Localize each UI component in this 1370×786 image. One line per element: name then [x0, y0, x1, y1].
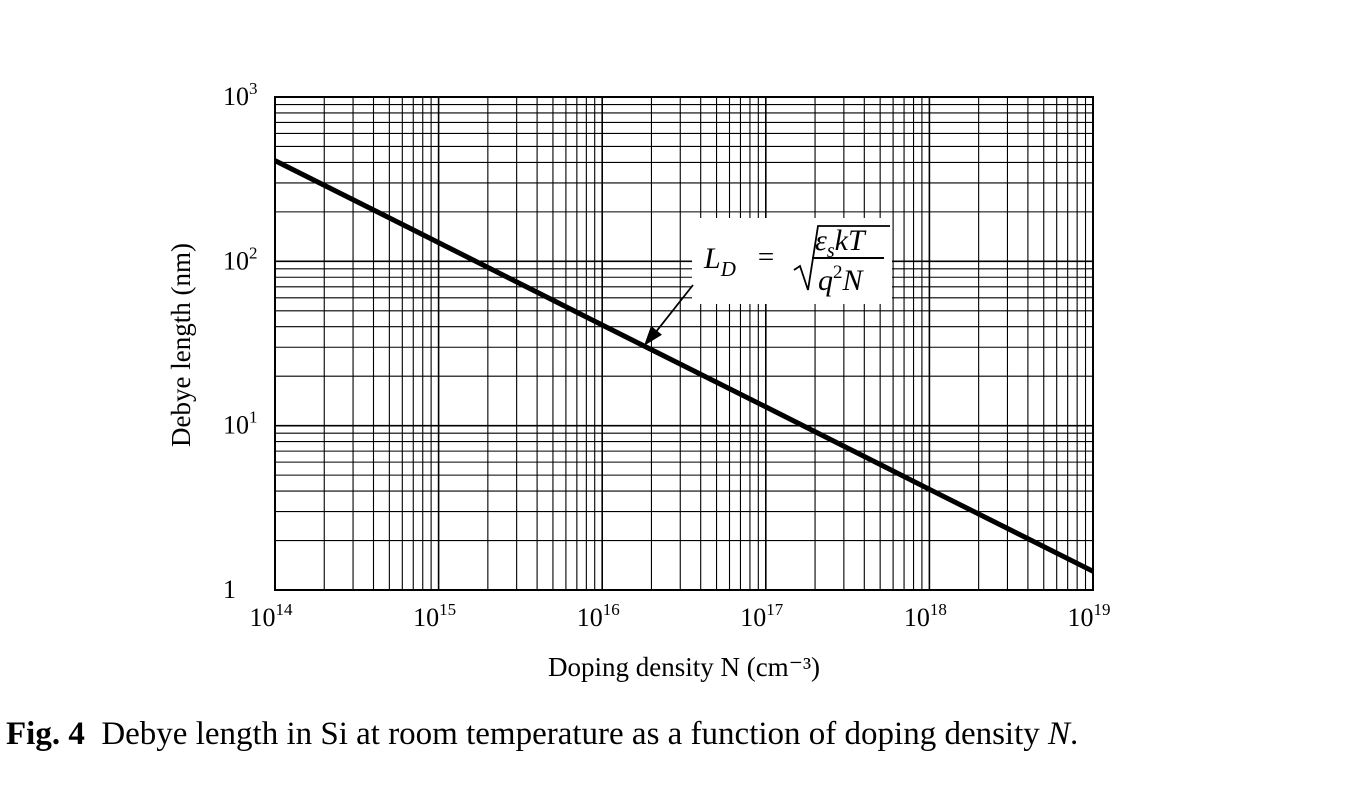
annotation-arrow-head [643, 325, 662, 346]
x-tick-label: 1016 [577, 600, 620, 632]
equation-lhs: LD [703, 242, 736, 281]
x-tick-label: 1019 [1068, 600, 1111, 632]
sqrt-sign [793, 225, 890, 291]
y-tick-label: 101 [223, 408, 258, 440]
x-tick-label: 1015 [413, 600, 456, 632]
equation-equals: = [756, 241, 776, 273]
y-tick-label: 102 [223, 243, 258, 275]
y-axis-label: Debye length (nm) [166, 243, 196, 447]
x-tick-label: 1014 [250, 600, 294, 632]
series-line [273, 158, 1095, 574]
figure-caption: Fig. 4 Debye length in Si at room temper… [6, 716, 1078, 753]
y-tick-label: 103 [223, 79, 258, 111]
equation-denominator: q2N [818, 262, 865, 297]
caption-end: . [1070, 716, 1079, 752]
plot-border [274, 96, 1094, 591]
y-tick-labels: 1 101 102 103 [223, 79, 258, 604]
x-tick-labels: 1014 1015 1016 1017 1018 1019 [250, 600, 1111, 632]
annotation-arrow-line [651, 284, 694, 338]
grid-lines [275, 97, 1093, 590]
plot-frame [274, 96, 1094, 591]
debye-length-chart: 1014 1015 1016 1017 1018 1019 1 101 102 103 LD = ε… [166, 79, 1111, 682]
caption-variable: N [1048, 716, 1071, 752]
caption-text: Debye length in Si at room temperature a… [101, 716, 1049, 752]
annotation-box [692, 218, 892, 304]
y-tick-label: 1 [223, 575, 236, 604]
equation-numerator: εskT [815, 224, 867, 262]
x-axis-label: Doping density N (cm⁻³) [548, 652, 820, 682]
caption-label: Fig. 4 [6, 716, 85, 752]
x-tick-label: 1018 [904, 600, 947, 632]
series-group [273, 158, 1095, 574]
x-tick-label: 1017 [740, 600, 784, 632]
